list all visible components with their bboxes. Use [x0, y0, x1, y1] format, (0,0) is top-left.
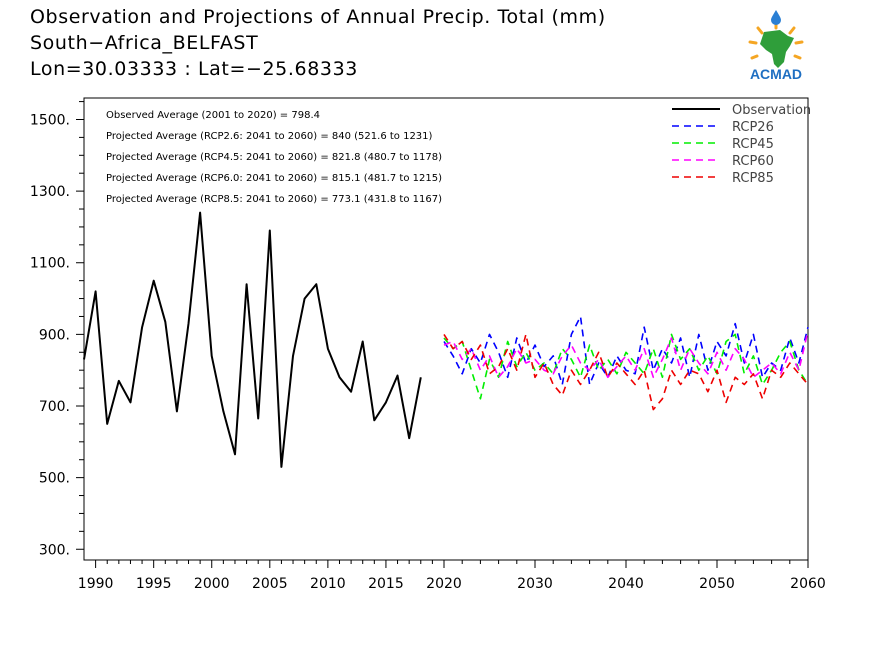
y-tick-label: 700.: [39, 399, 70, 415]
y-tick-label: 900.: [39, 327, 70, 343]
x-tick-label: 2030: [517, 576, 553, 592]
series-layer: [83, 211, 809, 468]
acmad-logo: ACMAD: [736, 8, 816, 84]
plot-frame: [83, 97, 809, 561]
x-tick-label: 2020: [426, 576, 462, 592]
y-tick-label: 1100.: [30, 256, 70, 272]
x-tick-label: 2005: [252, 576, 288, 592]
legend-label-rcp45: RCP45: [732, 137, 774, 152]
x-tick-label: 2010: [310, 576, 346, 592]
chart-subtitle-location: South−Africa_BELFAST: [30, 32, 259, 54]
legend-label-observation: Observation: [732, 103, 811, 118]
x-tick-label: 1995: [136, 576, 172, 592]
legend-label-rcp26: RCP26: [732, 120, 774, 135]
average-annotation: Projected Average (RCP2.6: 2041 to 2060)…: [106, 131, 433, 142]
average-annotation: Observed Average (2001 to 2020) = 798.4: [106, 110, 320, 121]
x-tick-label: 1990: [78, 576, 114, 592]
average-annotation: Projected Average (RCP8.5: 2041 to 2060)…: [106, 194, 442, 205]
acmad-logo-graphic: ACMAD: [748, 10, 804, 82]
y-tick-label: 300.: [39, 542, 70, 558]
chart-title: Observation and Projections of Annual Pr…: [30, 6, 606, 28]
series-line-rcp85: [443, 333, 809, 411]
series-line-rcp45: [443, 333, 809, 400]
acmad-logo-text: ACMAD: [750, 66, 802, 82]
chart-subtitle-coordinates: Lon=30.03333 : Lat=−25.68333: [30, 58, 358, 80]
y-tick-label: 500.: [39, 471, 70, 487]
legend-label-rcp85: RCP85: [732, 171, 774, 186]
series-line-rcp26: [443, 315, 809, 386]
x-axis: 1990 1995 2000 2005 2010 2015 2020 2030 2040 2050…: [78, 560, 826, 592]
y-axis: 300. 500. 700. 900. 1100. 1300. 1500.: [30, 101, 84, 558]
average-annotation: Projected Average (RCP4.5: 2041 to 2060)…: [106, 152, 442, 163]
annotation-layer: Observed Average (2001 to 2020) = 798.4 P…: [106, 110, 442, 205]
x-tick-label: 2000: [194, 576, 230, 592]
x-tick-label: 2060: [790, 576, 826, 592]
x-tick-label: 2040: [608, 576, 644, 592]
x-tick-label: 2015: [368, 576, 404, 592]
x-tick-label: 2050: [699, 576, 735, 592]
y-tick-label: 1500.: [30, 112, 70, 128]
average-annotation: Projected Average (RCP6.0: 2041 to 2060)…: [106, 173, 442, 184]
series-line-observation: [83, 211, 422, 468]
legend: Observation RCP26 RCP45 RCP60 RCP85: [672, 103, 811, 186]
y-tick-label: 1300.: [30, 184, 70, 200]
legend-label-rcp60: RCP60: [732, 154, 774, 169]
